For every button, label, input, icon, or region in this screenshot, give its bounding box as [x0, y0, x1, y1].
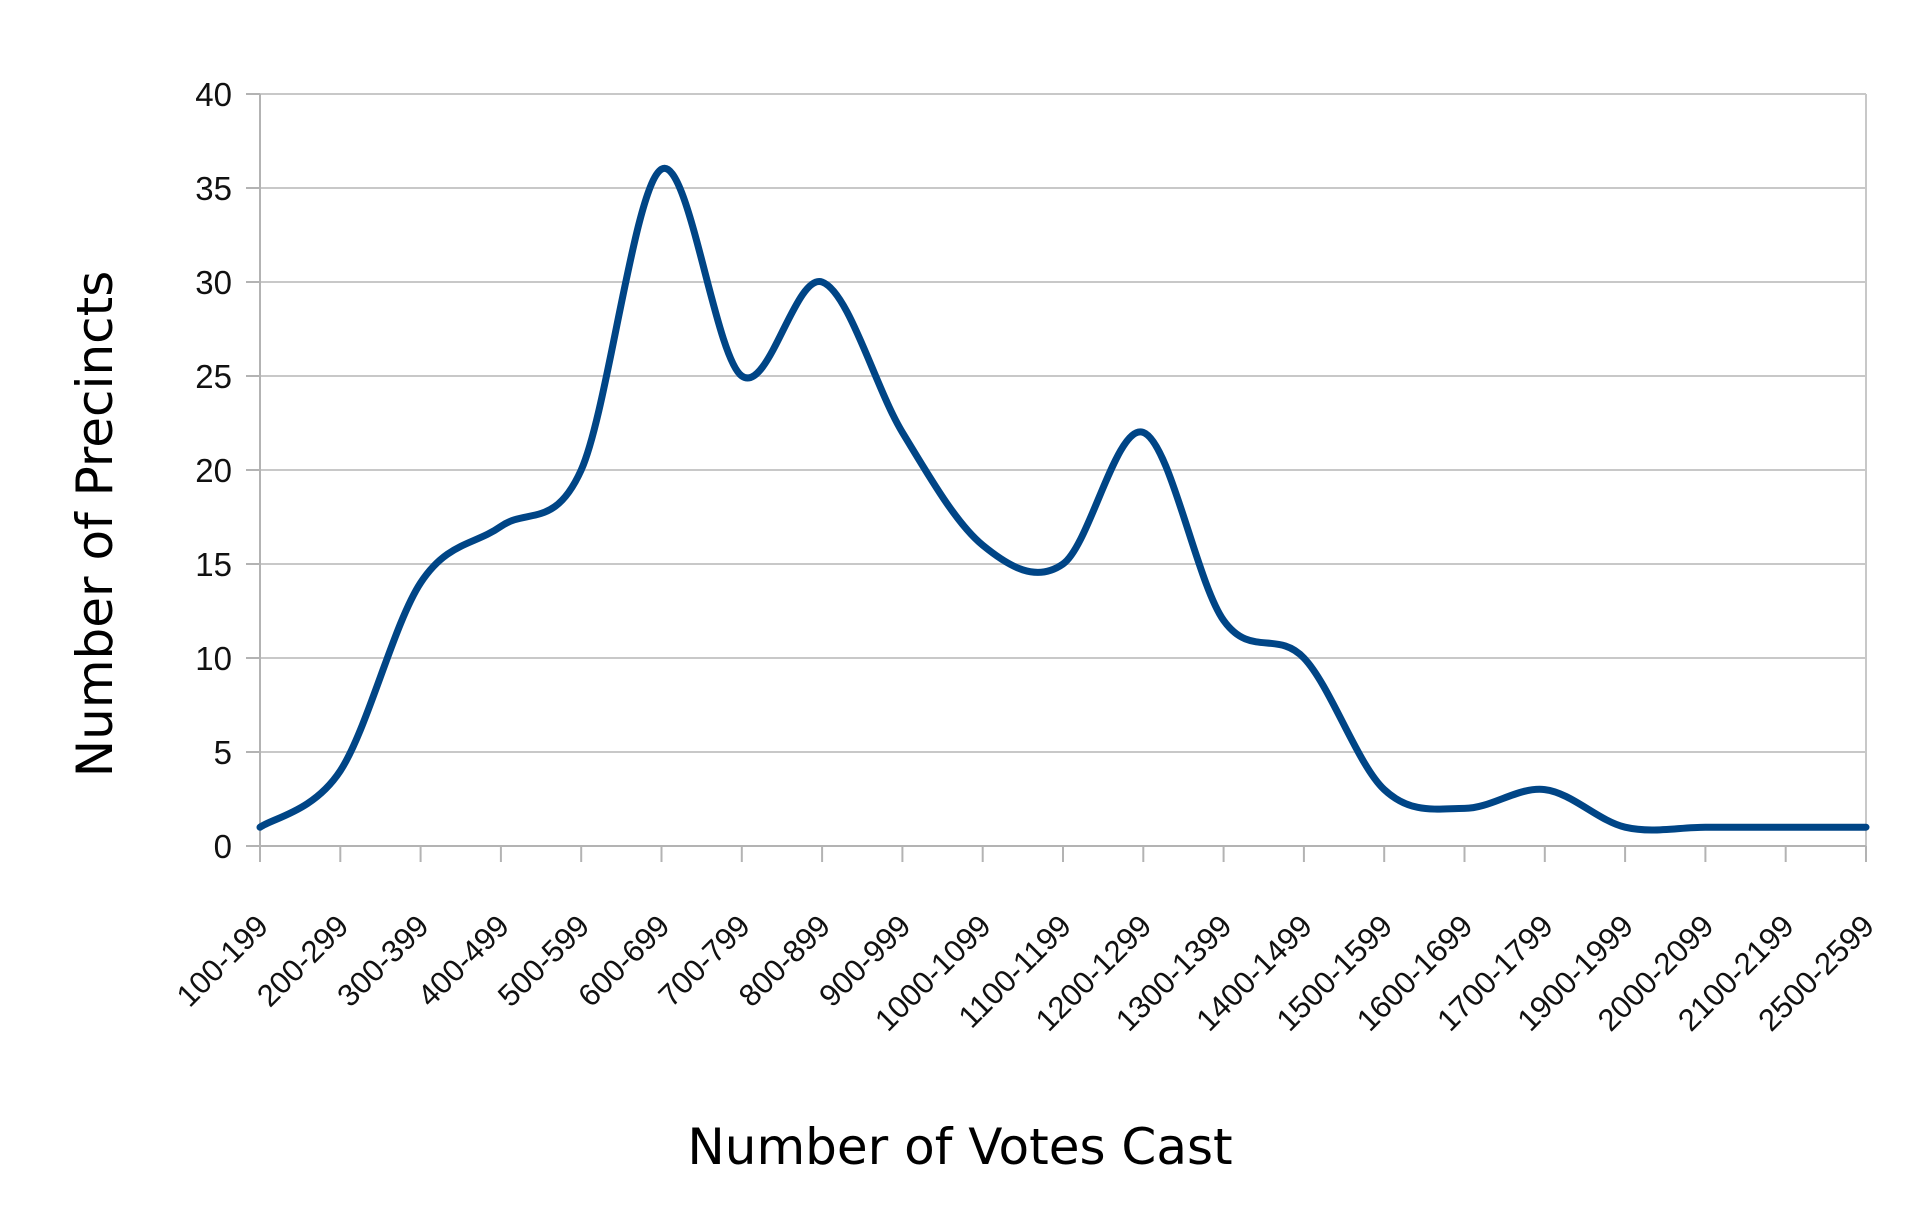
- y-tick-label-10: 10: [195, 640, 232, 677]
- x-tick-labels: 100-199200-299300-399400-499500-599600-6…: [170, 908, 1881, 1038]
- y-tick-label-30: 30: [195, 264, 232, 301]
- y-tick-label-20: 20: [195, 452, 232, 489]
- x-axis-title: Number of Votes Cast: [687, 1118, 1232, 1176]
- y-tick-label-40: 40: [195, 76, 232, 113]
- y-tick-label-25: 25: [195, 358, 232, 395]
- series-line-0: [256, 165, 1870, 834]
- y-tick-label-15: 15: [195, 546, 232, 583]
- y-tick-label-5: 5: [214, 734, 232, 771]
- series-layer: [256, 165, 1870, 834]
- y-tick-labels: 0 5 10 15 20 25 30 35 40: [195, 76, 232, 865]
- gridlines: [260, 93, 1866, 753]
- y-axis-title: Number of Precincts: [66, 271, 124, 778]
- axes: [246, 93, 1867, 862]
- y-tick-label-35: 35: [195, 170, 232, 207]
- y-tick-label-0: 0: [214, 828, 232, 865]
